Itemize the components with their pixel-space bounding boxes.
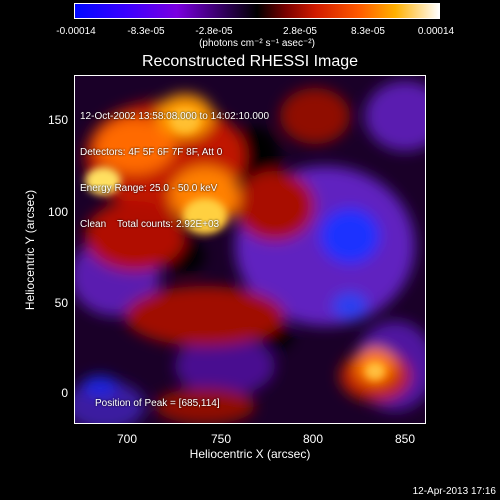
- y-tick: 0: [61, 386, 68, 400]
- colorbar-tick: -2.8e-05: [195, 26, 233, 37]
- peak-position-text: Position of Peak = [685,114]: [95, 398, 220, 409]
- colorbar-tick: -8.3e-05: [127, 26, 165, 37]
- x-tick: 700: [116, 432, 138, 446]
- counts-text: Clean Total counts: 2.92E+03: [80, 219, 220, 230]
- y-tick: 150: [47, 113, 68, 127]
- timestamp: 12-Apr-2013 17:16: [412, 486, 496, 497]
- colorbar-tick: 2.8e-05: [283, 26, 317, 37]
- plot-title: Reconstructed RHESSI Image: [141, 53, 359, 70]
- colorbar-units: (photons cm⁻² s⁻¹ asec⁻²): [199, 38, 315, 49]
- x-tick: 750: [210, 432, 232, 446]
- image-map: [75, 76, 425, 423]
- x-tick: 800: [302, 432, 324, 446]
- y-tick: 50: [54, 296, 68, 310]
- colorbar: [74, 3, 440, 19]
- colorbar-tick: -0.00014: [56, 26, 96, 37]
- time-range-text: 12-Oct-2002 13:58:08.000 to 14:02:10.000: [80, 111, 270, 122]
- x-tick: 850: [394, 432, 416, 446]
- x-axis-label: Heliocentric X (arcsec): [189, 447, 311, 461]
- rhessi-image: [74, 75, 426, 424]
- observation-info: 12-Oct-2002 13:58:08.000 to 14:02:10.000…: [80, 87, 269, 243]
- y-axis-label: Heliocentric Y (arcsec): [23, 189, 37, 311]
- y-tick: 100: [47, 205, 68, 219]
- energy-range-text: Energy Range: 25.0 - 50.0 keV: [80, 183, 218, 194]
- colorbar-tick: 8.3e-05: [351, 26, 385, 37]
- detectors-text: Detectors: 4F 5F 6F 7F 8F, Att 0: [80, 147, 223, 158]
- colorbar-tick: 0.00014: [417, 26, 455, 37]
